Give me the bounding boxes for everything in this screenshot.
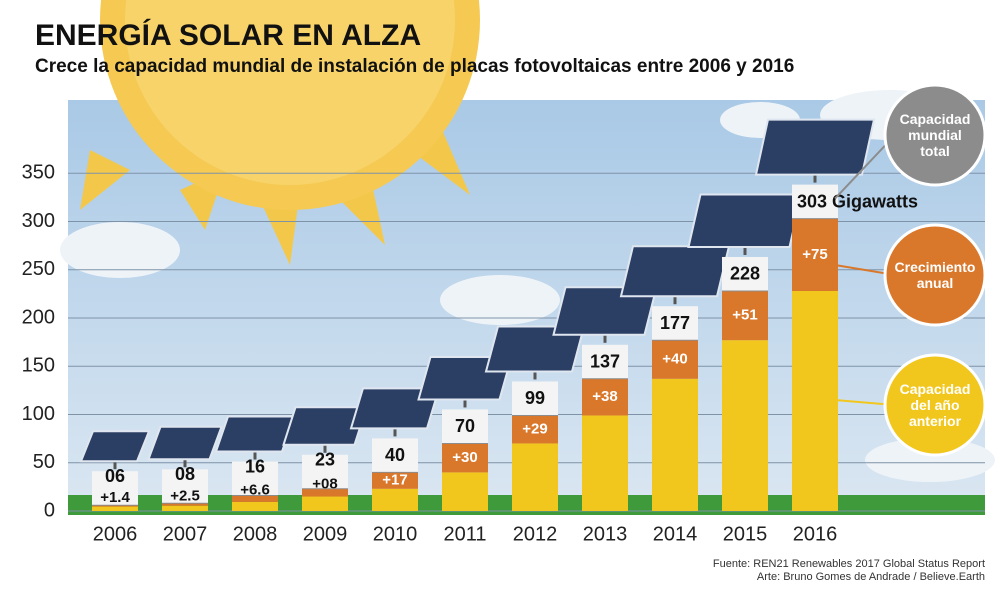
bar-segment — [512, 415, 558, 444]
sun — [80, 0, 480, 265]
bar-segment — [652, 378, 698, 511]
label-cap — [582, 344, 628, 379]
x-tick-label: 2015 — [723, 523, 768, 545]
solar-panel — [687, 193, 803, 248]
bar-segment — [232, 495, 278, 502]
x-tick-label: 2007 — [163, 523, 208, 545]
growth-label: +6.6 — [240, 482, 270, 499]
growth-label: +29 — [522, 420, 547, 437]
label-cap — [792, 184, 838, 219]
legend-bubble — [883, 223, 987, 327]
label-cap — [652, 306, 698, 341]
bar-segment — [302, 488, 348, 497]
growth-label: +30 — [452, 449, 477, 466]
x-tick-label: 2014 — [653, 523, 698, 545]
chart-title: ENERGÍA SOLAR EN ALZA — [35, 18, 421, 52]
label-cap — [92, 471, 138, 506]
x-tick-label: 2013 — [583, 523, 628, 545]
bar-segment — [582, 378, 628, 416]
bar-segment — [232, 501, 278, 511]
solar-panel — [79, 430, 151, 463]
bar-segment — [582, 415, 628, 511]
legend-label: Capacidad mundial total — [899, 111, 971, 159]
bar-segment — [302, 496, 348, 511]
label-cap — [722, 256, 768, 291]
total-label: 06 — [105, 466, 125, 486]
bar-segment — [792, 218, 838, 291]
credit: Arte: Bruno Gomes de Andrade / Believe.E… — [757, 571, 985, 583]
x-tick-label: 2011 — [443, 523, 486, 545]
y-tick-label: 300 — [22, 210, 55, 232]
y-tick-label: 100 — [22, 403, 55, 425]
y-tick-label: 250 — [22, 258, 55, 280]
legend-bubble — [883, 353, 987, 457]
bar-segment — [162, 505, 208, 511]
x-tick-label: 2009 — [303, 523, 348, 545]
total-label: 40 — [385, 445, 405, 465]
total-label: 23 — [315, 450, 335, 470]
bar-segment — [92, 506, 138, 511]
solar-panel — [214, 415, 296, 453]
bar-segment — [722, 290, 768, 341]
bar-segment — [162, 503, 208, 506]
y-tick-label: 200 — [22, 306, 55, 328]
solar-panel — [147, 425, 223, 461]
y-tick-label: 0 — [44, 499, 55, 521]
label-cap — [512, 381, 558, 416]
y-tick-label: 150 — [22, 355, 55, 377]
total-label: 99 — [525, 388, 545, 408]
growth-label: +38 — [592, 388, 617, 405]
bar-segment — [372, 488, 418, 511]
x-tick-label: 2008 — [233, 523, 278, 545]
label-cap — [372, 438, 418, 473]
bar-segment — [372, 472, 418, 489]
label-cap — [232, 461, 278, 496]
chart-subtitle: Crece la capacidad mundial de instalació… — [35, 56, 794, 77]
label-cap — [162, 469, 208, 504]
bar-segment — [442, 472, 488, 511]
solar-panel — [619, 245, 731, 298]
legend-label: Capacidad del año anterior — [899, 381, 971, 429]
x-tick-label: 2012 — [513, 523, 558, 545]
total-label: 177 — [660, 313, 690, 333]
y-tick-label: 50 — [33, 451, 55, 473]
bar-segment — [792, 290, 838, 511]
bar-segment — [722, 340, 768, 511]
total-label: 08 — [175, 464, 195, 484]
growth-label: +08 — [312, 476, 337, 493]
total-label: 303 Gigawatts — [797, 191, 918, 211]
legend-label: Crecimiento anual — [894, 259, 976, 291]
x-tick-label: 2016 — [793, 523, 838, 545]
total-label: 16 — [245, 456, 265, 476]
label-cap — [302, 454, 348, 489]
growth-label: +1.4 — [100, 489, 130, 506]
solar-panel — [754, 118, 876, 176]
x-tick-label: 2006 — [93, 523, 138, 545]
growth-label: +17 — [382, 472, 407, 489]
bar-segment — [442, 443, 488, 473]
bar-segment — [512, 443, 558, 511]
label-cap — [442, 409, 488, 444]
bar-segment — [652, 340, 698, 379]
bar-segment — [92, 505, 138, 507]
total-label: 70 — [455, 416, 475, 436]
legend-bubble — [883, 83, 987, 187]
y-tick-label: 350 — [22, 162, 55, 184]
growth-label: +51 — [732, 307, 757, 324]
growth-label: +40 — [662, 350, 687, 367]
total-label: 137 — [590, 352, 620, 372]
total-label: 228 — [730, 264, 760, 284]
growth-label: +75 — [802, 246, 827, 263]
growth-label: +2.5 — [170, 487, 200, 504]
source: Fuente: REN21 Renewables 2017 Global Sta… — [713, 558, 985, 570]
x-tick-label: 2010 — [373, 523, 418, 545]
